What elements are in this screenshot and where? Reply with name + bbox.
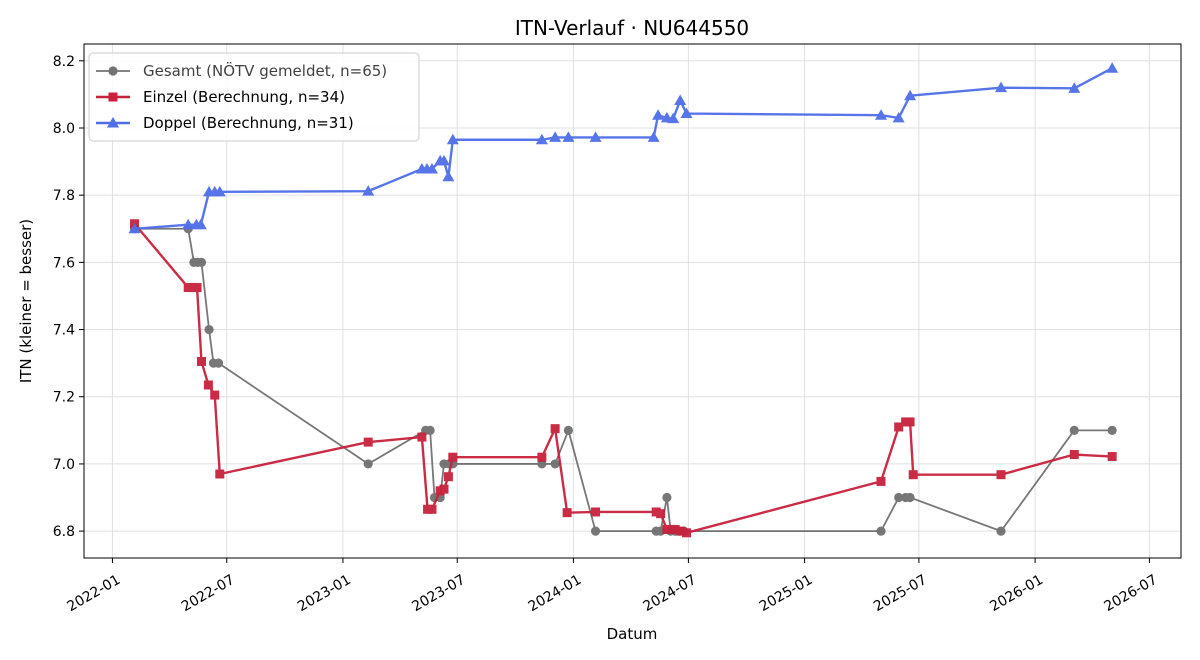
y-axis: 6.8 7.0 7.2 7.4 7.6 7.8 8.0 8.2	[53, 54, 84, 540]
legend-marker	[108, 66, 118, 76]
data-point	[591, 507, 601, 517]
data-point	[562, 131, 575, 142]
data-point	[194, 218, 207, 230]
data-point	[535, 133, 548, 145]
data-point	[905, 417, 915, 427]
x-axis-label: Datum	[607, 625, 658, 643]
legend-item: Doppel (Berechnung, n=31)	[96, 114, 354, 132]
data-point	[995, 81, 1008, 93]
data-point	[448, 452, 458, 462]
data-point	[875, 109, 888, 120]
data-point	[1107, 452, 1117, 462]
data-point	[680, 107, 693, 119]
data-point	[425, 162, 438, 174]
legend-item: Einzel (Berechnung, n=34)	[96, 88, 345, 106]
data-point	[443, 472, 453, 482]
data-point	[670, 524, 680, 534]
legend: Gesamt (NÖTV gemeldet, n=65) Einzel (Bere…	[88, 52, 420, 142]
legend-item: Gesamt (NÖTV gemeldet, n=65)	[96, 61, 387, 80]
data-point	[904, 89, 917, 101]
data-point	[442, 170, 455, 182]
data-point	[192, 283, 202, 293]
series-line	[134, 227, 1113, 533]
legend-box	[88, 52, 420, 142]
data-point	[550, 459, 560, 469]
data-point	[196, 356, 206, 366]
data-point	[676, 526, 686, 536]
data-point	[656, 509, 666, 519]
data-point	[417, 432, 427, 442]
data-point	[667, 112, 680, 124]
legend-marker	[107, 117, 119, 128]
data-point	[1107, 425, 1117, 435]
data-point	[563, 425, 573, 435]
data-point	[425, 425, 435, 435]
data-point	[894, 422, 904, 432]
legend-label: Einzel (Berechnung, n=34)	[143, 88, 345, 106]
data-point	[427, 504, 437, 514]
data-point	[215, 469, 225, 479]
data-point	[876, 476, 886, 486]
series-einzel	[130, 219, 1117, 538]
data-point	[213, 185, 226, 197]
data-point	[1106, 62, 1119, 73]
data-point	[1069, 450, 1079, 460]
data-point	[876, 526, 886, 536]
data-point	[549, 131, 562, 142]
data-point	[996, 470, 1006, 480]
data-point	[996, 526, 1006, 536]
y-tick-label: 7.4	[53, 323, 75, 339]
data-point	[674, 94, 687, 105]
data-point	[905, 492, 915, 503]
data-point	[662, 492, 672, 503]
legend-label: Doppel (Berechnung, n=31)	[143, 114, 354, 132]
data-point	[908, 470, 918, 480]
series-layer	[128, 62, 1119, 538]
y-axis-label: ITN (kleiner = besser)	[17, 219, 35, 383]
data-point	[363, 459, 373, 469]
data-point	[203, 380, 213, 390]
plot-frame	[83, 43, 1182, 559]
data-point	[647, 131, 660, 142]
data-point	[182, 218, 195, 230]
y-tick-label: 7.8	[53, 188, 75, 204]
y-tick-label: 8.0	[53, 121, 75, 137]
y-tick-label: 7.0	[53, 457, 75, 473]
data-point	[562, 508, 572, 518]
y-tick-label: 7.6	[53, 255, 75, 271]
data-point	[1069, 425, 1079, 435]
data-point	[439, 484, 449, 494]
data-point	[128, 222, 141, 234]
data-point	[894, 492, 904, 503]
data-point	[652, 109, 665, 120]
data-point	[681, 528, 691, 538]
data-point	[362, 185, 375, 196]
data-point	[204, 324, 214, 335]
data-point	[550, 424, 560, 434]
legend-label: Gesamt (NÖTV gemeldet, n=65)	[143, 61, 387, 80]
data-point	[590, 526, 601, 536]
series-doppel	[128, 62, 1119, 234]
y-tick-label: 7.2	[53, 390, 75, 406]
data-point	[196, 257, 207, 267]
data-point	[210, 390, 220, 400]
data-point	[213, 358, 224, 368]
data-point	[437, 154, 450, 166]
data-point	[1068, 82, 1081, 93]
chart-title: ITN-Verlauf · NU644550	[515, 16, 749, 40]
y-tick-label: 6.8	[53, 524, 75, 540]
legend-marker	[108, 92, 118, 102]
y-tick-label: 8.2	[53, 54, 75, 70]
data-point	[892, 111, 905, 123]
data-point	[589, 131, 602, 142]
data-point	[363, 437, 373, 447]
data-point	[537, 452, 547, 462]
data-point	[446, 133, 459, 145]
